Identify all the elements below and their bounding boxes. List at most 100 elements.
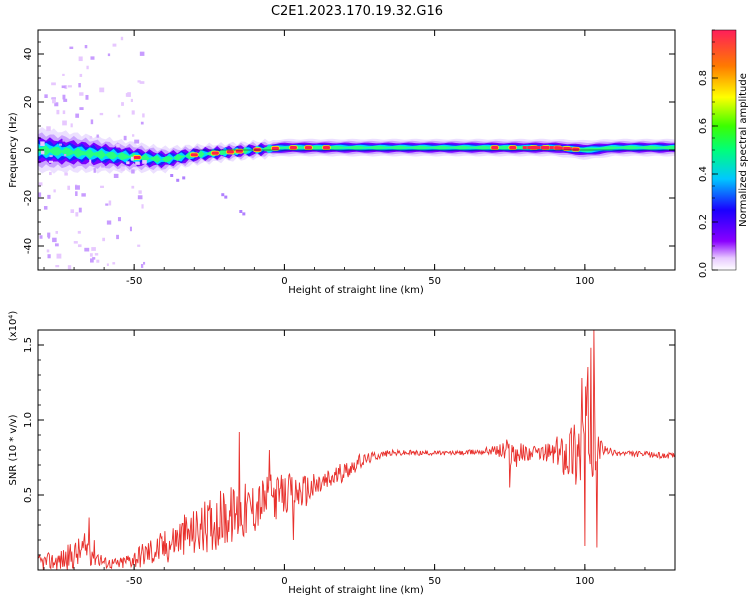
colorbar-tick-label: 0.6	[698, 118, 709, 134]
y-tick-label: 0.5	[23, 487, 34, 503]
spectrogram-noise	[48, 160, 54, 163]
snr-series-line	[38, 330, 675, 570]
spectrogram-noise	[131, 185, 135, 189]
colorbar-gradient	[711, 29, 737, 271]
spectrogram-noise	[64, 172, 68, 176]
spectrogram-noise	[132, 134, 135, 137]
spectrogram-band	[38, 145, 675, 163]
spectrogram-noise	[107, 53, 111, 57]
spectrogram-peak	[536, 146, 541, 150]
spectrogram-noise	[77, 244, 82, 248]
spectrogram-noise	[43, 206, 48, 210]
spectrogram-y-axis-label: Frequency (Hz)	[8, 112, 19, 188]
spectrogram-noise	[59, 143, 62, 146]
spectrogram-noise	[100, 185, 104, 188]
spectrogram-noise	[135, 161, 140, 165]
spectrogram-noise	[120, 166, 125, 171]
spectrogram-noise	[78, 207, 82, 213]
spectrogram-noise	[62, 94, 66, 100]
spectrogram-noise	[56, 109, 60, 115]
spectrogram-noise	[41, 150, 45, 155]
x-tick-label: 100	[575, 276, 594, 287]
spectrogram-noise	[108, 200, 112, 206]
spectrogram-noise	[121, 102, 124, 106]
spectrogram-peak	[189, 152, 199, 158]
spectrogram-noise	[67, 265, 72, 270]
spectrogram-noise	[47, 254, 51, 259]
spectrogram-noise	[40, 141, 45, 146]
spectrogram-noise	[131, 110, 135, 115]
spectrogram-peak	[490, 145, 500, 151]
spectrogram-noise	[106, 220, 112, 225]
spectrogram-x-axis-label: Height of straight line (km)	[288, 285, 424, 296]
spectrogram-noise	[64, 153, 67, 157]
x-tick-label: 50	[428, 576, 441, 587]
spectrogram-noise	[139, 51, 145, 56]
spectrogram-noise	[62, 120, 67, 126]
spectrogram-noise	[62, 110, 66, 115]
spectrogram-peak	[540, 146, 545, 150]
colorbar-tick-label: 0.8	[698, 70, 709, 86]
spectrogram-noise	[52, 98, 56, 104]
x-tick-label: 0	[281, 276, 287, 287]
spectrogram-noise	[46, 126, 51, 132]
snr-x-axis-label: Height of straight line (km)	[288, 585, 424, 596]
spectrogram-noise	[134, 139, 140, 144]
spectrogram-noise	[85, 94, 89, 100]
spectrogram-noise	[176, 178, 180, 182]
spectrogram-noise	[47, 234, 50, 239]
spectrogram-noise	[90, 119, 94, 125]
x-tick-label: -50	[126, 576, 142, 587]
spectrogram-noise	[112, 262, 116, 265]
spectrogram-noise	[242, 212, 246, 216]
colorbar-tick-label: 0.4	[698, 166, 709, 182]
spectrogram-peak	[545, 146, 550, 150]
spectrogram-noise	[78, 56, 83, 62]
spectrogram-noise	[140, 121, 144, 125]
spectrogram-noise	[239, 210, 243, 213]
y-tick-label: -20	[23, 190, 34, 206]
spectrogram-noise	[64, 85, 68, 90]
spectrogram-noise	[91, 247, 96, 251]
spectrogram-noise	[55, 230, 58, 234]
spectrogram-noise	[51, 97, 56, 100]
figure-title: C2E1.2023.170.19.32.G16	[271, 4, 443, 19]
spectrogram-noise	[79, 92, 84, 96]
spectrogram-noise	[70, 209, 75, 213]
spectrogram-noise	[90, 56, 95, 60]
spectrogram-noise	[141, 204, 144, 209]
spectrogram-noise	[140, 264, 144, 268]
spectrogram-noise	[138, 190, 142, 194]
spectrogram-noise	[79, 107, 84, 110]
colorbar: 0.0 0.2 0.4 0.6 0.8 Normalized spectral ampl…	[698, 29, 749, 278]
spectrogram-noise	[62, 139, 66, 142]
spectrogram-ticks: -50 0 50 100 -40 -20 0 20 40	[23, 29, 676, 287]
spectrogram-noise	[55, 264, 60, 268]
spectrogram-noise	[130, 98, 133, 102]
spectrogram-noise	[106, 263, 109, 266]
spectrogram-noise	[75, 191, 78, 197]
y-tick-label: -40	[23, 238, 34, 254]
spectrogram-noise	[75, 212, 79, 217]
spectrogram-noise	[182, 176, 186, 180]
spectrogram-noise	[84, 247, 90, 252]
spectrogram-noise	[46, 249, 50, 253]
spectrogram-noise	[143, 261, 146, 265]
spectrogram-noise	[224, 195, 228, 199]
spectrogram-noise	[63, 98, 68, 102]
y-tick-label: 20	[23, 96, 34, 109]
spectrogram-noise	[52, 237, 57, 243]
spectrogram-noise	[77, 230, 81, 234]
y-tick-label: 1.5	[23, 337, 34, 353]
spectrogram-noise	[79, 73, 83, 77]
spectrogram-peak	[210, 150, 220, 156]
spectrogram-heatmap	[38, 36, 675, 270]
spectrogram-noise	[142, 160, 147, 164]
spectrogram-noise	[89, 253, 93, 257]
spectrogram-peak	[304, 145, 313, 151]
spectrogram-noise	[93, 168, 96, 173]
spectrogram-noise	[89, 135, 92, 139]
spectrogram-noise	[101, 163, 105, 168]
colorbar-tick-label: 0.0	[698, 262, 709, 278]
